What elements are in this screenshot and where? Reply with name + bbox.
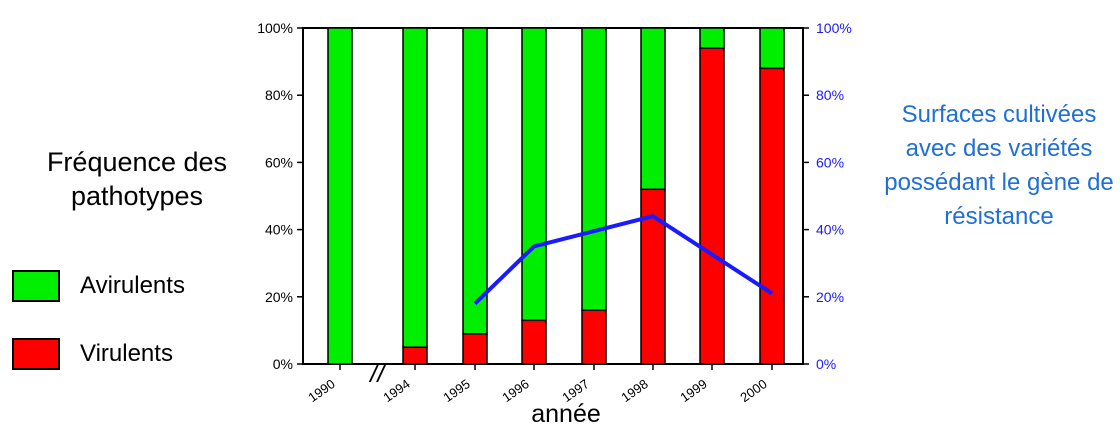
bar-avirulents-1994 <box>402 27 428 348</box>
bar-virulents-1995 <box>462 333 488 365</box>
right-tick-label: 60% <box>816 154 844 170</box>
bar-virulents-1997 <box>581 309 607 365</box>
bar-avirulents-1996 <box>521 27 547 322</box>
x-tick-label: 1994 <box>380 376 412 405</box>
right-axis-title: Surfaces cultivées avec des variétés pos… <box>884 101 1114 230</box>
bar-virulents-1999 <box>699 47 725 365</box>
right-tick-label: 40% <box>816 222 844 238</box>
bar-avirulents-1995 <box>462 27 488 335</box>
left-tick-label: 20% <box>265 289 293 305</box>
legend-swatch-avirulents <box>12 270 60 302</box>
legend-label-virulents: Virulents <box>80 340 173 367</box>
bar-avirulents-1990 <box>327 27 353 365</box>
bar-avirulents-2000 <box>759 27 785 70</box>
axis-break-marker: // <box>368 358 387 388</box>
x-tick-label: 1990 <box>305 376 337 405</box>
left-axis-title: Fréquence des pathotypes <box>46 147 228 211</box>
right-tick-label: 20% <box>816 289 844 305</box>
left-tick-label: 40% <box>265 222 293 238</box>
right-tick-label: 80% <box>816 87 844 103</box>
left-tick-label: 80% <box>265 87 293 103</box>
legend-label-avirulents: Avirulents <box>80 272 185 299</box>
bar-virulents-1996 <box>521 319 547 365</box>
left-tick-label: 60% <box>265 154 293 170</box>
right-tick-label: 0% <box>816 356 836 372</box>
bar-avirulents-1998 <box>640 27 666 191</box>
x-tick-label: 1999 <box>677 376 709 405</box>
bar-avirulents-1997 <box>581 27 607 311</box>
surface-line <box>473 214 774 305</box>
x-tick-label: 1995 <box>440 376 472 405</box>
bar-virulents-1994 <box>402 346 428 365</box>
x-tick-label: 2000 <box>737 376 769 405</box>
x-axis-title: année <box>531 400 601 428</box>
bar-avirulents-1999 <box>699 27 725 49</box>
left-tick-label: 100% <box>257 20 293 36</box>
right-tick-label: 100% <box>816 20 852 36</box>
bar-virulents-2000 <box>759 67 785 365</box>
left-tick-label: 0% <box>273 356 293 372</box>
plot-frame <box>302 27 804 365</box>
legend-swatch-virulents <box>12 338 60 370</box>
